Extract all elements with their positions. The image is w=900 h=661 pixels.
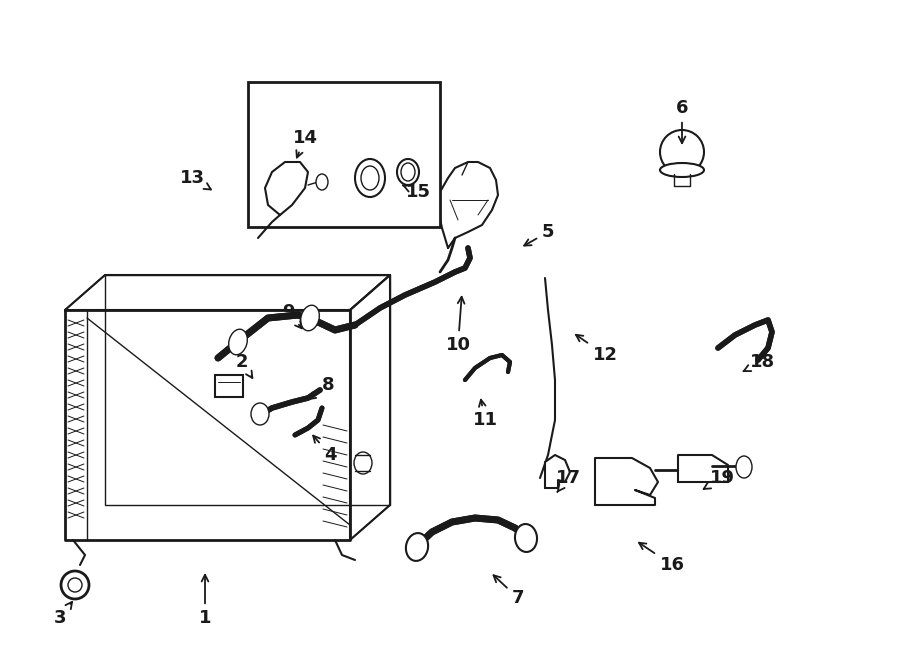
Ellipse shape xyxy=(316,174,328,190)
Text: 13: 13 xyxy=(179,169,211,190)
Polygon shape xyxy=(65,275,390,310)
Ellipse shape xyxy=(397,159,419,185)
Circle shape xyxy=(61,571,89,599)
Text: 18: 18 xyxy=(743,353,775,371)
Text: 10: 10 xyxy=(446,297,471,354)
Polygon shape xyxy=(350,275,390,540)
Bar xyxy=(248,82,440,227)
Circle shape xyxy=(68,578,82,592)
Ellipse shape xyxy=(354,452,372,474)
Ellipse shape xyxy=(229,329,248,355)
Polygon shape xyxy=(595,458,658,505)
Polygon shape xyxy=(65,310,350,540)
Ellipse shape xyxy=(251,403,269,425)
Polygon shape xyxy=(438,162,498,248)
Ellipse shape xyxy=(301,305,320,330)
Ellipse shape xyxy=(678,461,698,479)
Text: 9: 9 xyxy=(282,303,302,329)
Text: 19: 19 xyxy=(704,469,734,489)
Text: 5: 5 xyxy=(524,223,554,246)
Text: 15: 15 xyxy=(402,183,430,201)
Polygon shape xyxy=(545,455,570,488)
Ellipse shape xyxy=(660,163,704,177)
Text: 8: 8 xyxy=(309,376,334,399)
Ellipse shape xyxy=(355,159,385,197)
Ellipse shape xyxy=(401,163,415,181)
Circle shape xyxy=(660,130,704,174)
Text: 14: 14 xyxy=(292,129,318,157)
Polygon shape xyxy=(678,455,728,482)
Polygon shape xyxy=(265,162,308,215)
Ellipse shape xyxy=(515,524,537,552)
Bar xyxy=(215,375,243,397)
Ellipse shape xyxy=(736,456,752,478)
Text: 11: 11 xyxy=(472,400,498,429)
Text: 17: 17 xyxy=(555,469,580,492)
Text: 12: 12 xyxy=(576,334,617,364)
Text: 1: 1 xyxy=(199,575,212,627)
Ellipse shape xyxy=(361,166,379,190)
Ellipse shape xyxy=(406,533,428,561)
Text: 2: 2 xyxy=(236,353,252,378)
Text: 7: 7 xyxy=(493,575,524,607)
Text: 4: 4 xyxy=(313,436,337,464)
Text: 16: 16 xyxy=(639,543,685,574)
Text: 6: 6 xyxy=(676,99,688,143)
Text: 3: 3 xyxy=(54,602,72,627)
